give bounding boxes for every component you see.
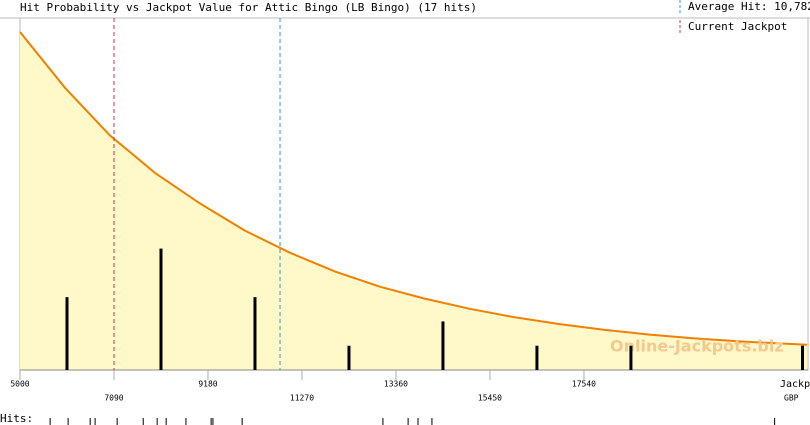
x-label: Jackpot, [780, 379, 810, 390]
x-unit: GBP [784, 394, 799, 403]
hits-label: Hits: [0, 412, 33, 425]
bar [441, 321, 445, 370]
x-tick-label: 17540 [572, 380, 596, 389]
average-hit-legend-label: Average Hit: 10,782 [688, 0, 810, 13]
x-tick-label: 9180 [198, 380, 217, 389]
bar [629, 345, 633, 370]
current-jackpot-legend-label: Current Jackpot [688, 20, 787, 33]
bar [801, 345, 805, 370]
watermark: Online-Jackpots.biz [610, 337, 784, 356]
chart-title: Hit Probability vs Jackpot Value for Att… [20, 1, 477, 14]
x-tick-label: 11270 [290, 394, 314, 403]
x-tick-label: 7090 [104, 394, 123, 403]
probability-curve [19, 31, 808, 346]
bar [159, 248, 163, 370]
x-tick-label: 13360 [384, 380, 408, 389]
bar [347, 345, 351, 370]
probability-area [20, 32, 807, 370]
x-tick-label: 15450 [478, 394, 502, 403]
bar [535, 345, 539, 370]
x-tick-label: 5000 [10, 380, 29, 389]
bar [65, 297, 69, 370]
bar [253, 297, 257, 370]
